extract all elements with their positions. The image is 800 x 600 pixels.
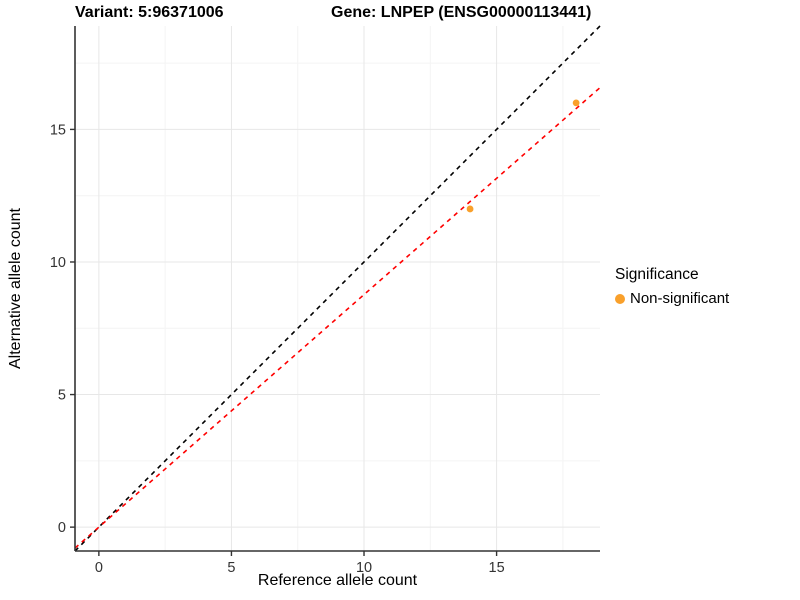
x-tick-label: 0 [95, 560, 103, 576]
x-tick-label: 15 [489, 560, 505, 576]
data-point [466, 205, 474, 213]
plot-title-gene: Gene: LNPEP (ENSG00000113441) [331, 4, 592, 21]
legend-item-non-significant: Non-significant [615, 290, 729, 307]
legend-point-icon [615, 293, 625, 304]
fitted-line [74, 87, 601, 549]
y-tick-label: 5 [58, 388, 66, 404]
data-point [572, 99, 580, 107]
y-tick-label: 10 [50, 255, 66, 271]
plot-title-variant: Variant: 5:96371006 [75, 4, 224, 21]
legend-title: Significance [615, 266, 699, 283]
legend-item-label: Non-significant [630, 290, 730, 307]
y-tick-label: 15 [50, 122, 66, 138]
x-tick-label: 10 [356, 560, 372, 576]
x-tick-label: 5 [227, 560, 235, 576]
legend: Significance Non-significant [615, 266, 729, 307]
identity-line [74, 25, 601, 552]
x-axis-label: Reference allele count [257, 572, 418, 589]
y-tick-label: 0 [58, 520, 66, 536]
